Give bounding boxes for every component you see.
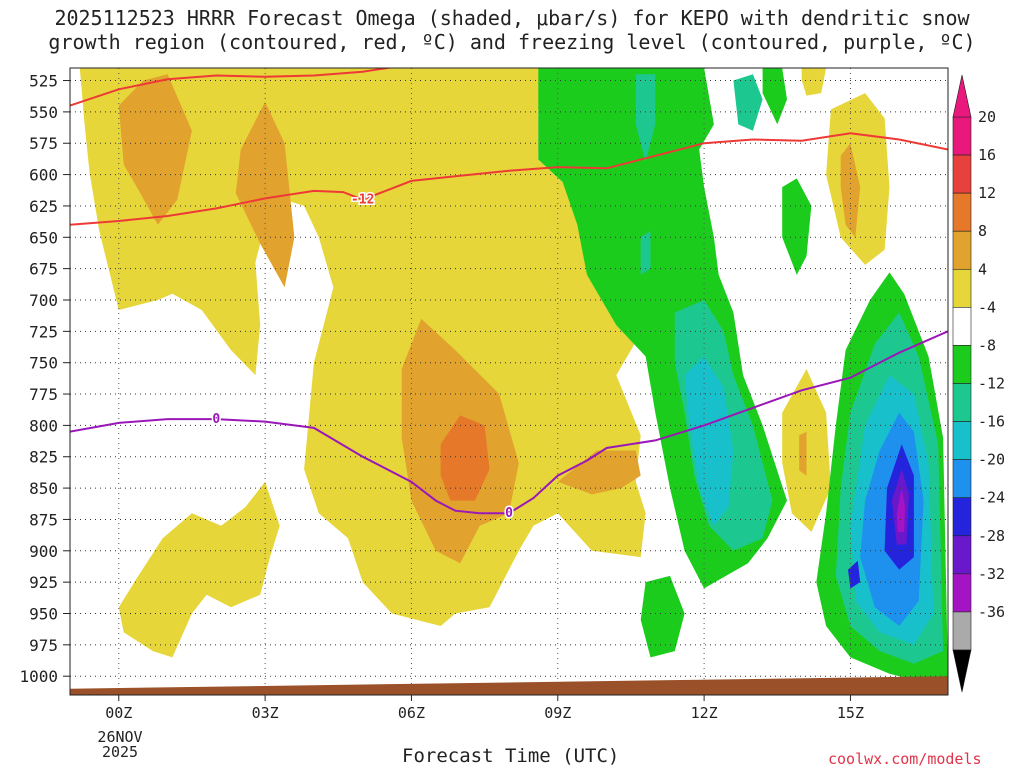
colorbar-bin--8--4 <box>952 345 972 384</box>
terrain <box>70 676 948 695</box>
colorbar-bin--24--20 <box>952 497 972 537</box>
y-tick-label-725: 725 <box>29 322 58 341</box>
y-tick-label-1000: 1000 <box>19 667 58 686</box>
omega-region--12-22 <box>684 356 734 526</box>
freezing-level-0C-label: 0 <box>212 412 220 427</box>
y-tick-label-950: 950 <box>29 604 58 623</box>
y-tick-label-575: 575 <box>29 134 58 153</box>
colorbar-bin--12--8 <box>952 383 972 422</box>
omega-region-4-4 <box>801 68 827 96</box>
dgz-minus12-middle-label: -12 <box>351 193 374 208</box>
colorbar-bin--16--12 <box>952 421 972 460</box>
y-tick-label-850: 850 <box>29 479 58 498</box>
y-tick-label-750: 750 <box>29 354 58 373</box>
plot-frame <box>69 67 949 696</box>
colorbar-label--20: -20 <box>978 451 1005 469</box>
colorbar-label-12: 12 <box>978 184 996 202</box>
y-tick-label-825: 825 <box>29 448 58 467</box>
x-date-year: 2025 <box>102 743 138 761</box>
x-tick-label-09Z: 09Z <box>544 704 571 722</box>
y-tick-label-525: 525 <box>29 72 58 91</box>
colorbar-extend-top <box>952 74 972 118</box>
x-tick-label-06Z: 06Z <box>398 704 425 722</box>
omega-region-8-5 <box>118 74 192 225</box>
y-tick-label-800: 800 <box>29 416 58 435</box>
omega-region-8-10 <box>799 431 807 476</box>
freezing-level-0C-line <box>70 330 948 515</box>
y-axis: 525 550 575 600 625 650 675 700 725 750 775 800 825 8… <box>19 72 70 686</box>
omega-region--4-13 <box>762 68 787 125</box>
colorbar-label--24: -24 <box>978 489 1005 507</box>
colorbar-label-4: 4 <box>978 260 987 278</box>
colorbar-label--36: -36 <box>978 603 1005 621</box>
y-tick-label-600: 600 <box>29 166 58 185</box>
contour-labels: -12 0 0 <box>211 191 515 522</box>
colorbar-label--4: -4 <box>978 298 996 316</box>
omega-region-8-8 <box>840 143 861 238</box>
omega-region-8-6 <box>235 101 295 288</box>
colorbar-label-16: 16 <box>978 146 996 164</box>
colorbar-bin--28--24 <box>952 535 972 575</box>
colorbar-label-8: 8 <box>978 222 987 240</box>
x-tick-label-15Z: 15Z <box>837 704 864 722</box>
dgz-minus12-upper-line <box>70 68 394 107</box>
colorbar-bin--4-4 <box>952 307 972 346</box>
omega-region-4-3 <box>782 369 831 532</box>
omega-region--28-28 <box>896 488 906 532</box>
colorbar-bin-16-20 <box>952 154 972 194</box>
colorbar-bin-12-16 <box>952 192 972 232</box>
colorbar: 20 16 12 8 4 -4 -8 -12 -16 -20 -24 -28 -32 -36 <box>952 74 1005 693</box>
x-date-day: 26NOV <box>97 728 142 746</box>
omega-region--4-16 <box>640 575 685 658</box>
terrain-ground <box>70 676 948 695</box>
colorbar-label--16: -16 <box>978 413 1005 431</box>
x-tick-label-03Z: 03Z <box>252 704 279 722</box>
y-tick-label-925: 925 <box>29 573 58 592</box>
x-axis: 26NOV 2025 00Z 03Z 06Z 09Z 12Z 15Z <box>97 695 864 761</box>
x-axis-title: Forecast Time (UTC) <box>402 745 620 767</box>
colorbar-label--12: -12 <box>978 375 1005 393</box>
dgz-minus12-middle-line <box>70 132 948 226</box>
colorbar-bin--32--28 <box>952 573 972 613</box>
y-tick-label-675: 675 <box>29 260 58 279</box>
chart-title: 2025112523 HRRR Forecast Omega (shaded, … <box>0 6 1024 54</box>
omega-region--8-17 <box>635 74 656 163</box>
colorbar-label-20: 20 <box>978 108 996 126</box>
x-tick-label-00Z: 00Z <box>105 704 132 722</box>
y-tick-label-875: 875 <box>29 510 58 529</box>
x-tick-label-12Z: 12Z <box>691 704 718 722</box>
y-tick-label-550: 550 <box>29 103 58 122</box>
omega-region-4-1 <box>118 481 280 658</box>
omega-region--8-18 <box>640 231 651 275</box>
y-tick-label-700: 700 <box>29 291 58 310</box>
colorbar-bin--20--16 <box>952 459 972 499</box>
omega-region--8-20 <box>733 74 763 131</box>
colorbar-bin-20-24 <box>952 116 972 156</box>
y-tick-label-900: 900 <box>29 542 58 561</box>
colorbar-bin-8-12 <box>952 230 972 270</box>
freezing-level-0C-label2: 0 <box>505 506 513 521</box>
y-tick-label-650: 650 <box>29 228 58 247</box>
colorbar-bin--36--32 <box>952 611 972 651</box>
omega-region-8-9 <box>557 450 641 495</box>
colorbar-label--8: -8 <box>978 336 996 354</box>
y-tick-label-975: 975 <box>29 636 58 655</box>
colorbar-extend-bottom <box>952 649 972 693</box>
omega-region--4-14 <box>782 178 812 275</box>
colorbar-bin-4-8 <box>952 268 972 308</box>
credit-link[interactable]: coolwx.com/models <box>828 750 982 768</box>
omega-region--20-26 <box>848 560 861 589</box>
chart-title-line2: growth region (contoured, red, ºC) and f… <box>48 30 976 54</box>
y-tick-label-625: 625 <box>29 197 58 216</box>
colorbar-label--32: -32 <box>978 565 1005 583</box>
y-tick-label-775: 775 <box>29 385 58 404</box>
omega-region-12-11 <box>440 415 490 501</box>
contour-lines <box>70 68 948 515</box>
chart-title-line1: 2025112523 HRRR Forecast Omega (shaded, … <box>54 6 970 30</box>
colorbar-label--28: -28 <box>978 527 1005 545</box>
